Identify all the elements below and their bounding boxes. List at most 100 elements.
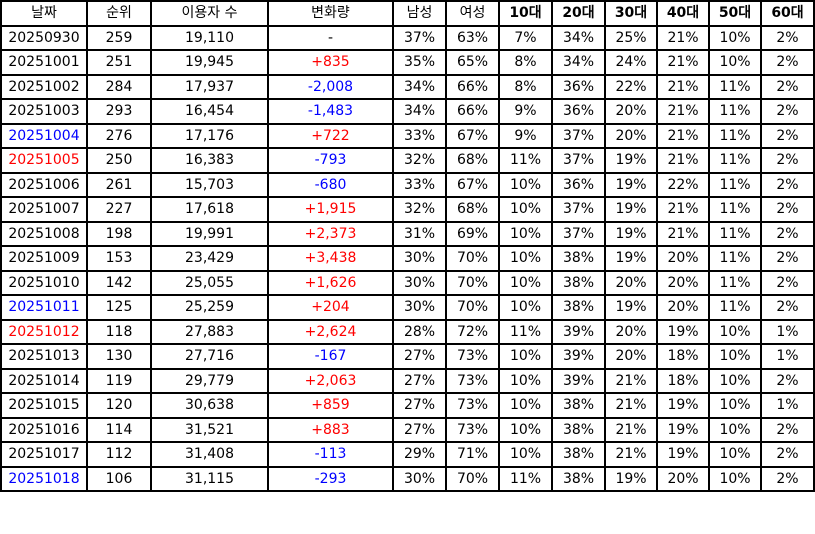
cell-rank: 227 xyxy=(86,196,152,223)
cell-age30: 21% xyxy=(604,367,658,394)
cell-age20: 36% xyxy=(551,98,606,125)
cell-age50: 11% xyxy=(708,147,762,174)
cell-date: 20251017 xyxy=(0,441,88,468)
cell-age50: 11% xyxy=(708,220,762,247)
cell-male: 37% xyxy=(392,24,447,51)
cell-age40: 21% xyxy=(656,196,710,223)
cell-date: 20251014 xyxy=(0,367,88,394)
table-row: 20251017 112 31,408 -113 29% 71% 10% 38% 21% 19% 1… xyxy=(0,441,815,468)
cell-age10: 11% xyxy=(498,465,553,492)
cell-age30: 19% xyxy=(604,220,658,247)
cell-age20: 38% xyxy=(551,294,606,321)
cell-rank: 276 xyxy=(86,122,152,149)
cell-male: 30% xyxy=(392,294,447,321)
cell-date: 20251011 xyxy=(0,294,88,321)
cell-age10: 7% xyxy=(498,24,553,51)
cell-age40: 20% xyxy=(656,269,710,296)
cell-rank: 284 xyxy=(86,73,152,100)
cell-date: 20250930 xyxy=(0,24,88,51)
cell-change: +3,438 xyxy=(267,245,394,272)
cell-date: 20251007 xyxy=(0,196,88,223)
cell-change: +835 xyxy=(267,49,394,76)
cell-rank: 259 xyxy=(86,24,152,51)
table-row: 20250930 259 19,110-37% 63% 7% 34% 25% 21% 10% 2% xyxy=(0,24,815,51)
cell-age10: 8% xyxy=(498,73,553,100)
cell-age20: 39% xyxy=(551,343,606,370)
cell-female: 73% xyxy=(445,416,500,443)
cell-age40: 22% xyxy=(656,171,710,198)
cell-female: 73% xyxy=(445,392,500,419)
cell-rank: 251 xyxy=(86,49,152,76)
stats-table: 날짜 순위 이용자 수 변화량 남성 여성 10대 20대 30대 40대 50… xyxy=(0,0,815,492)
cell-users: 16,454 xyxy=(150,98,269,125)
table-row: 20251010 142 25,055 +1,626 30% 70% 10% 38% 20% 20… xyxy=(0,269,815,296)
cell-age30: 19% xyxy=(604,196,658,223)
cell-change: +2,063 xyxy=(267,367,394,394)
cell-female: 70% xyxy=(445,245,500,272)
cell-change: +1,915 xyxy=(267,196,394,223)
cell-age60: 2% xyxy=(760,49,815,76)
cell-age40: 21% xyxy=(656,122,710,149)
cell-age50: 10% xyxy=(708,49,762,76)
cell-age20: 34% xyxy=(551,24,606,51)
cell-age60: 2% xyxy=(760,294,815,321)
table-row: 20251004 276 17,176 +722 33% 67% 9% 37% 20% 21% 11… xyxy=(0,122,815,149)
table-row: 20251002 284 17,937 -2,008 34% 66% 8% 36% 22% 21%… xyxy=(0,73,815,100)
table-row: 20251013 130 27,716 -167 27% 73% 10% 39% 20% 18% 1… xyxy=(0,343,815,370)
header-age40: 40대 xyxy=(656,0,710,27)
cell-age50: 10% xyxy=(708,367,762,394)
cell-male: 30% xyxy=(392,465,447,492)
cell-rank: 120 xyxy=(86,392,152,419)
cell-change: +859 xyxy=(267,392,394,419)
cell-age20: 38% xyxy=(551,245,606,272)
cell-age20: 39% xyxy=(551,318,606,345)
cell-age50: 11% xyxy=(708,294,762,321)
cell-date: 20251012 xyxy=(0,318,88,345)
cell-users: 27,716 xyxy=(150,343,269,370)
cell-age50: 10% xyxy=(708,343,762,370)
cell-age40: 19% xyxy=(656,318,710,345)
table-row: 20251005 250 16,383 -793 32% 68% 11% 37% 19% 21% 1… xyxy=(0,147,815,174)
header-row: 날짜 순위 이용자 수 변화량 남성 여성 10대 20대 30대 40대 50… xyxy=(0,0,815,27)
cell-age30: 20% xyxy=(604,343,658,370)
cell-age50: 10% xyxy=(708,441,762,468)
cell-age10: 8% xyxy=(498,49,553,76)
cell-date: 20251015 xyxy=(0,392,88,419)
cell-age30: 19% xyxy=(604,147,658,174)
cell-age30: 19% xyxy=(604,171,658,198)
cell-female: 67% xyxy=(445,171,500,198)
cell-age20: 38% xyxy=(551,269,606,296)
cell-age10: 11% xyxy=(498,147,553,174)
cell-age10: 11% xyxy=(498,318,553,345)
cell-age20: 39% xyxy=(551,367,606,394)
cell-age50: 11% xyxy=(708,245,762,272)
cell-age20: 34% xyxy=(551,49,606,76)
cell-age10: 9% xyxy=(498,122,553,149)
cell-female: 67% xyxy=(445,122,500,149)
cell-age10: 10% xyxy=(498,196,553,223)
cell-age20: 37% xyxy=(551,147,606,174)
cell-age30: 20% xyxy=(604,269,658,296)
cell-date: 20251006 xyxy=(0,171,88,198)
cell-age30: 25% xyxy=(604,24,658,51)
cell-date: 20251003 xyxy=(0,98,88,125)
cell-users: 27,883 xyxy=(150,318,269,345)
cell-users: 30,638 xyxy=(150,392,269,419)
cell-male: 33% xyxy=(392,122,447,149)
cell-users: 31,115 xyxy=(150,465,269,492)
table-body: 20250930 259 19,110-37% 63% 7% 34% 25% 21% 10% 2%… xyxy=(0,24,815,492)
table-row: 20251014 119 29,779 +2,063 27% 73% 10% 39% 21% 18… xyxy=(0,367,815,394)
cell-female: 68% xyxy=(445,147,500,174)
cell-change: +1,626 xyxy=(267,269,394,296)
cell-date: 20251004 xyxy=(0,122,88,149)
cell-age60: 2% xyxy=(760,220,815,247)
cell-change: -680 xyxy=(267,171,394,198)
cell-female: 63% xyxy=(445,24,500,51)
cell-age30: 19% xyxy=(604,294,658,321)
cell-age40: 21% xyxy=(656,98,710,125)
cell-age10: 10% xyxy=(498,245,553,272)
table-row: 20251011 125 25,259 +204 30% 70% 10% 38% 19% 20% 1… xyxy=(0,294,815,321)
cell-age40: 20% xyxy=(656,294,710,321)
cell-age60: 2% xyxy=(760,441,815,468)
cell-users: 16,383 xyxy=(150,147,269,174)
